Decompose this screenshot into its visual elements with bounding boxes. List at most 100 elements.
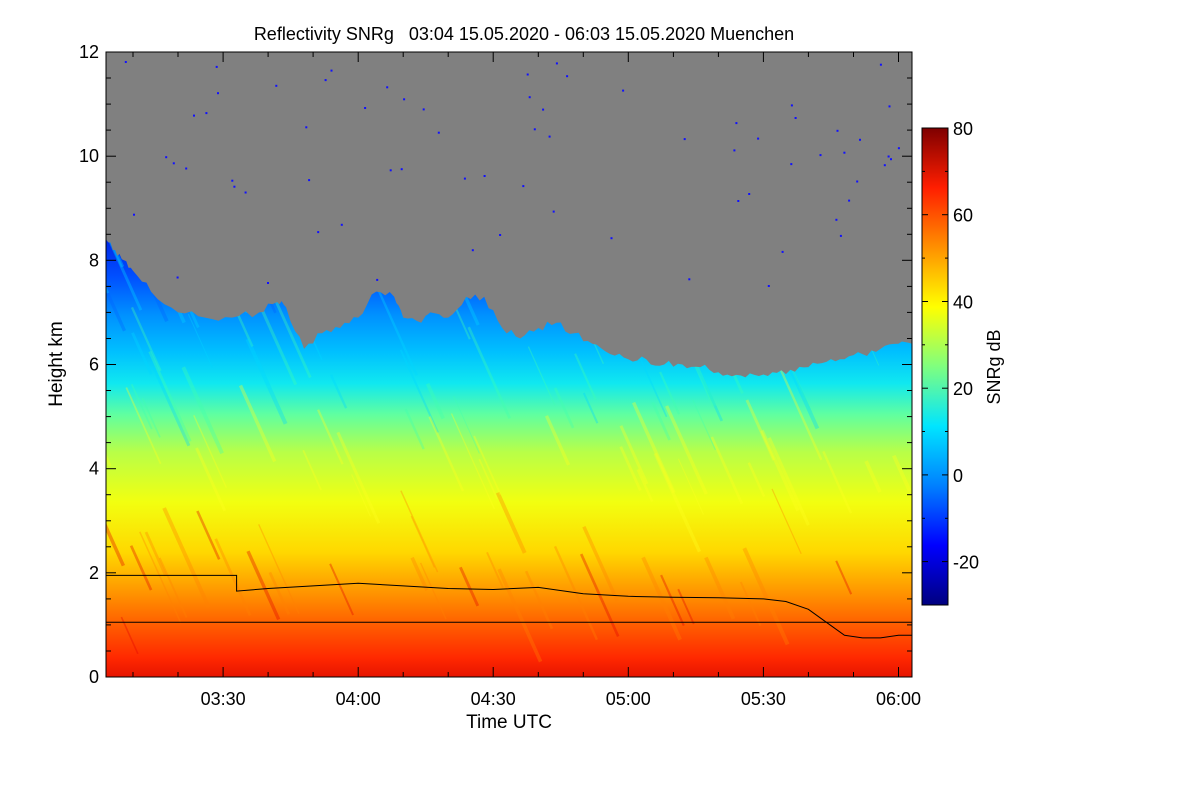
y-tick-label: 12 [79, 42, 99, 62]
x-axis-label: Time UTC [466, 712, 552, 733]
y-tick-label: 0 [89, 667, 99, 687]
noise-speckle [757, 137, 760, 140]
noise-speckle [522, 185, 525, 188]
texture-streak [410, 556, 429, 592]
texture-streak [495, 491, 527, 554]
noise-speckle [767, 285, 770, 287]
noise-speckle [437, 131, 440, 134]
texture-streak [238, 384, 277, 463]
noise-speckle [835, 218, 838, 221]
x-tick-label: 05:00 [606, 689, 651, 709]
texture-streak [453, 395, 480, 454]
texture-streak [767, 437, 810, 526]
texture-streak [619, 446, 642, 492]
noise-speckle [231, 179, 234, 182]
texture-streak [129, 545, 153, 591]
texture-streak [478, 458, 498, 499]
texture-streak [120, 616, 139, 655]
texture-streak [742, 547, 790, 646]
texture-streak [619, 425, 649, 485]
texture-streak [864, 460, 882, 493]
noise-speckle [856, 180, 859, 183]
noise-speckle [386, 86, 389, 89]
texture-streak [775, 360, 823, 461]
y-tick-label: 4 [89, 459, 99, 479]
colorbar-tick-label: 60 [953, 206, 973, 226]
noise-speckle [897, 147, 900, 150]
noise-speckle [215, 65, 218, 68]
texture-streak [428, 416, 465, 492]
texture-streak [653, 452, 702, 553]
noise-speckle [528, 96, 531, 99]
texture-streak [574, 353, 597, 401]
y-tick-label: 8 [89, 250, 99, 270]
texture-streak [553, 387, 575, 429]
noise-speckle [879, 63, 882, 66]
y-axis: 0 2 4 6 8 10 12 [79, 42, 912, 687]
noise-speckle [737, 200, 740, 202]
texture-streak [739, 581, 762, 627]
texture-streak [835, 560, 853, 595]
noise-speckle [244, 191, 247, 194]
noise-speckle [526, 73, 529, 76]
noise-speckle [859, 138, 861, 141]
texture-streak [692, 399, 716, 451]
colorbar-tick-label: -20 [953, 553, 979, 573]
texture-streak [450, 413, 495, 510]
noise-speckle [848, 199, 851, 202]
noise-speckle [839, 234, 842, 237]
noise-speckle [548, 135, 551, 138]
colorbar-tick-label: 20 [953, 379, 973, 399]
texture-streak [329, 563, 355, 616]
texture-streak [462, 292, 480, 326]
y-tick-label: 10 [79, 146, 99, 166]
noise-speckle [610, 237, 613, 240]
texture-streak [317, 409, 344, 465]
texture-streak [196, 510, 221, 560]
noise-speckle [308, 179, 311, 182]
noise-speckle [890, 158, 892, 161]
texture-streak [745, 399, 776, 461]
noise-speckle [533, 128, 536, 131]
no-data-region [106, 52, 912, 378]
texture-streak [106, 229, 143, 311]
texture-streak [404, 408, 425, 450]
texture-streak [302, 449, 322, 491]
noise-speckle [735, 122, 738, 125]
colorbar-label: SNRg dB [984, 329, 1004, 404]
noise-speckle [400, 168, 403, 171]
texture-streak [400, 490, 439, 573]
noise-speckle [883, 164, 886, 167]
noise-speckle [836, 129, 839, 132]
colorbar-ticks: -20 0 20 40 60 80 [922, 119, 979, 606]
texture-streak [144, 531, 167, 577]
texture-streak [497, 568, 543, 663]
noise-speckle [305, 126, 308, 129]
noise-speckle [463, 177, 466, 180]
texture-streak [148, 350, 192, 442]
noise-speckle [499, 234, 502, 236]
texture-streak [641, 556, 682, 641]
texture-streak [162, 507, 211, 608]
colorbar: -20 0 20 40 60 80 SNRg dB [921, 119, 1004, 606]
texture-streak [636, 468, 654, 503]
noise-speckle [124, 61, 127, 63]
x-tick-label: 04:00 [336, 689, 381, 709]
texture-streak [131, 332, 153, 375]
texture-streak [329, 374, 348, 409]
texture-streak [268, 571, 291, 615]
noise-speckle [267, 282, 269, 284]
noise-speckle [165, 156, 168, 159]
texture-streak [660, 574, 685, 627]
noise-speckle [376, 278, 379, 281]
colorbar-tick-label: 0 [953, 466, 963, 486]
texture-streak [181, 366, 224, 455]
noise-speckle [483, 175, 486, 177]
noise-speckle [688, 278, 691, 281]
noise-speckle [172, 162, 175, 165]
texture-streak [139, 531, 182, 624]
texture-streak [665, 405, 708, 495]
texture-streak [473, 435, 502, 495]
x-tick-label: 06:00 [876, 689, 921, 709]
texture-streak [544, 415, 571, 466]
